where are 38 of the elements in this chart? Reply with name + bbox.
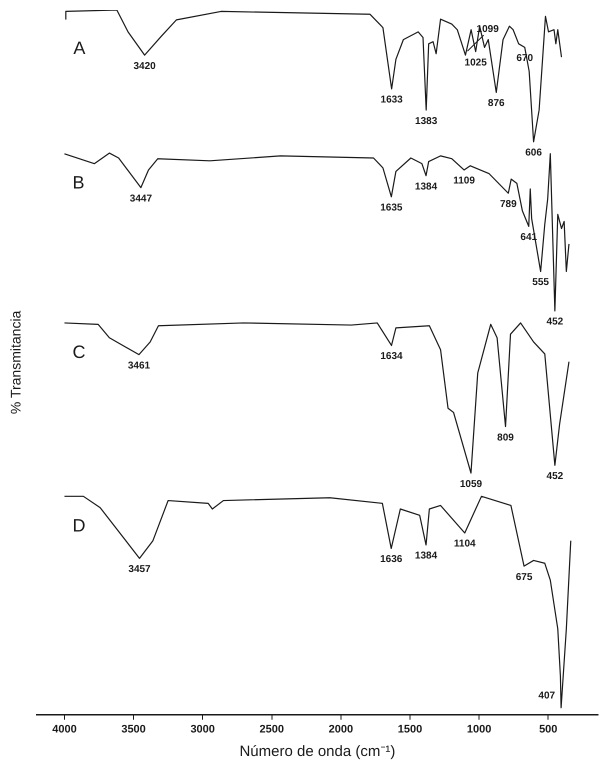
annotation: 876: [488, 98, 506, 110]
annotation: 1633: [380, 94, 404, 106]
x-tick-label: 2000: [328, 723, 354, 736]
annotation: 407: [538, 690, 556, 702]
x-tick-label: 4000: [52, 723, 77, 736]
y-axis-title: % Transmitancia: [7, 310, 24, 414]
annotation: 1383: [415, 116, 438, 127]
annotation: 452: [546, 316, 564, 328]
annotation: 1059: [460, 478, 483, 490]
x-tick-label: 2500: [260, 723, 284, 736]
x-tick-label: 1500: [398, 723, 422, 736]
series-label: C: [72, 342, 86, 362]
x-tick-label: 500: [539, 723, 558, 736]
annotation: 789: [500, 199, 518, 210]
x-tick-label: 3000: [190, 723, 215, 736]
annotation: 3461: [128, 360, 151, 372]
annotation: 1635: [380, 202, 403, 214]
annotation: 1384: [414, 550, 438, 562]
x-tick-label: 1000: [466, 723, 492, 736]
annotation: 3457: [128, 564, 152, 576]
annotation: 1634: [380, 351, 404, 362]
annotation: 1384: [414, 181, 438, 192]
x-tick-label: 3500: [121, 723, 146, 736]
annotation: 452: [546, 471, 564, 482]
annotation: 1025: [464, 57, 488, 68]
annotation: 1104: [454, 538, 476, 550]
series-label: B: [72, 172, 84, 193]
series-label: D: [72, 515, 86, 536]
annotation: 606: [525, 148, 542, 159]
annotation: 3420: [133, 60, 156, 72]
series-label: A: [73, 38, 86, 58]
annotation: 555: [532, 277, 550, 288]
annotation: 1636: [380, 554, 403, 566]
annotation: 675: [516, 572, 533, 583]
annotation: 809: [497, 432, 514, 444]
annotation: 3447: [130, 193, 152, 204]
annotation: 1109: [453, 176, 476, 187]
x-axis-title: Número de onda (cm⁻¹): [239, 743, 396, 760]
